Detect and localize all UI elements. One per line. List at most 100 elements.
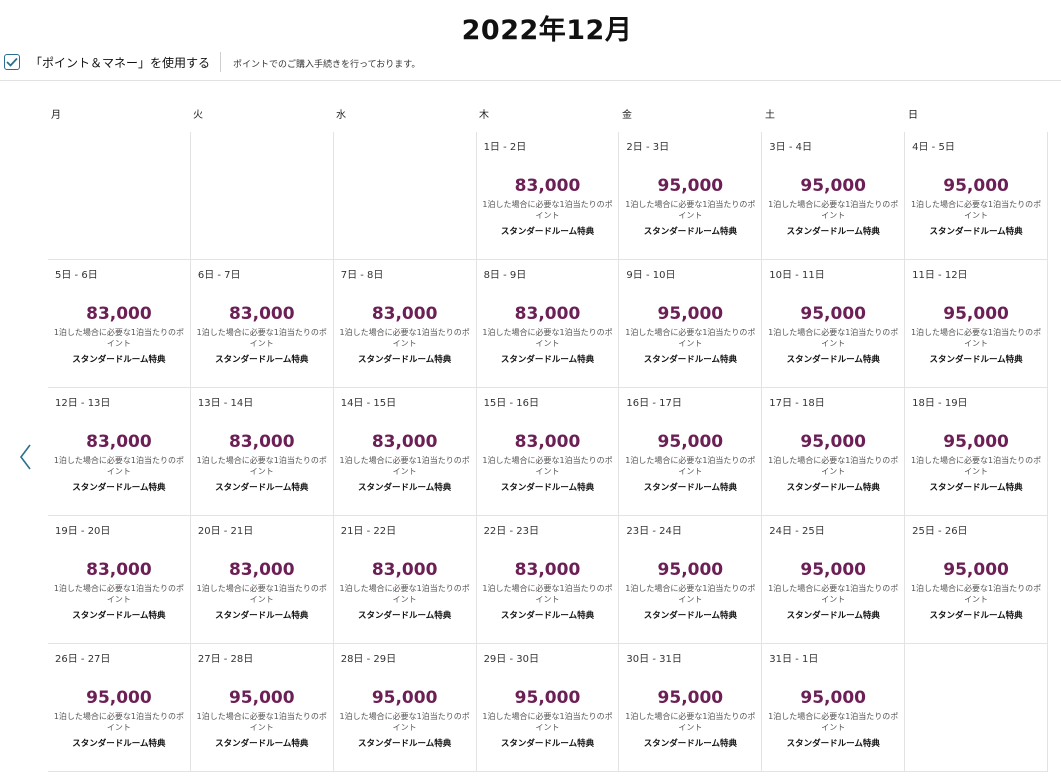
points-note: 1泊した場合に必要な1泊当たりのポイント bbox=[53, 456, 185, 476]
calendar-day-cell[interactable]: 27日 - 28日 95,000 1泊した場合に必要な1泊当たりのポイント スタンダー… bbox=[190, 644, 334, 772]
points-per-night: 95,000 bbox=[86, 688, 152, 708]
room-type-label: スタンダードルーム特典 bbox=[643, 227, 737, 237]
points-per-night: 95,000 bbox=[657, 176, 724, 196]
points-note: 1泊した場合に必要な1泊当たりのポイント bbox=[625, 328, 756, 348]
calendar-day-cell[interactable]: 21日 - 22日 83,000 1泊した場合に必要な1泊当たりのポイント スタンダー… bbox=[333, 516, 477, 644]
points-note: 1泊した場合に必要な1泊当たりのポイント bbox=[768, 200, 899, 220]
calendar-day-cell[interactable]: 14日 - 15日 83,000 1泊した場合に必要な1泊当たりのポイント スタンダー… bbox=[333, 388, 477, 516]
points-per-night: 95,000 bbox=[657, 304, 724, 324]
prev-month-button[interactable] bbox=[16, 442, 36, 472]
stay-date-range: 15日 - 16日 bbox=[483, 398, 539, 409]
calendar-day-cell[interactable]: 26日 - 27日 95,000 1泊した場合に必要な1泊当たりのポイント スタンダー… bbox=[48, 644, 191, 772]
room-type-label: スタンダードルーム特典 bbox=[929, 483, 1023, 493]
calendar-day-cell[interactable]: 7日 - 8日 83,000 1泊した場合に必要な1泊当たりのポイント スタンダードル… bbox=[333, 260, 477, 388]
calendar-day-cell[interactable]: 8日 - 9日 83,000 1泊した場合に必要な1泊当たりのポイント スタンダードル… bbox=[476, 260, 620, 388]
header-divider bbox=[0, 80, 1061, 81]
points-note: 1泊した場合に必要な1泊当たりのポイント bbox=[53, 712, 185, 732]
points-note: 1泊した場合に必要な1泊当たりのポイント bbox=[910, 328, 1042, 348]
points-note: 1泊した場合に必要な1泊当たりのポイント bbox=[196, 584, 327, 604]
weekday-sun: 日 bbox=[908, 110, 918, 121]
calendar-day-cell[interactable]: 10日 - 11日 95,000 1泊した場合に必要な1泊当たりのポイント スタンダー… bbox=[762, 260, 906, 388]
room-type-label: スタンダードルーム特典 bbox=[215, 739, 309, 749]
points-per-night: 95,000 bbox=[657, 560, 724, 580]
calendar-day-cell[interactable]: 18日 - 19日 95,000 1泊した場合に必要な1泊当たりのポイント スタンダー… bbox=[905, 388, 1048, 516]
points-per-night: 95,000 bbox=[514, 688, 581, 708]
calendar-day-cell[interactable]: 20日 - 21日 83,000 1泊した場合に必要な1泊当たりのポイント スタンダー… bbox=[190, 516, 334, 644]
points-per-night: 83,000 bbox=[514, 432, 581, 452]
points-note: 1泊した場合に必要な1泊当たりのポイント bbox=[910, 456, 1042, 476]
calendar-day-cell[interactable]: 15日 - 16日 83,000 1泊した場合に必要な1泊当たりのポイント スタンダー… bbox=[476, 388, 620, 516]
calendar-empty-cell bbox=[333, 132, 477, 260]
calendar-day-cell[interactable]: 1日 - 2日 83,000 1泊した場合に必要な1泊当たりのポイント スタンダードル… bbox=[476, 132, 620, 260]
calendar-empty-cell bbox=[190, 132, 334, 260]
calendar-day-cell[interactable]: 16日 - 17日 95,000 1泊した場合に必要な1泊当たりのポイント スタンダー… bbox=[619, 388, 763, 516]
room-type-label: スタンダードルーム特典 bbox=[215, 355, 309, 365]
points-per-night: 95,000 bbox=[800, 560, 866, 580]
room-type-label: スタンダードルーム特典 bbox=[786, 611, 880, 621]
points-note: 1泊した場合に必要な1泊当たりのポイント bbox=[196, 328, 327, 348]
calendar-day-cell[interactable]: 23日 - 24日 95,000 1泊した場合に必要な1泊当たりのポイント スタンダー… bbox=[619, 516, 763, 644]
points-note: 1泊した場合に必要な1泊当たりのポイント bbox=[196, 712, 327, 732]
points-note: 1泊した場合に必要な1泊当たりのポイント bbox=[482, 328, 613, 348]
stay-date-range: 9日 - 10日 bbox=[626, 270, 676, 281]
calendar-day-cell[interactable]: 9日 - 10日 95,000 1泊した場合に必要な1泊当たりのポイントスタンダード… bbox=[619, 260, 763, 388]
stay-date-range: 24日 - 25日 bbox=[769, 526, 825, 537]
points-per-night: 83,000 bbox=[514, 560, 581, 580]
room-type-label: スタンダードルーム特典 bbox=[786, 355, 880, 365]
calendar-day-cell[interactable]: 19日 - 20日 83,000 1泊した場合に必要な1泊当たりのポイント スタンダー… bbox=[48, 516, 191, 644]
calendar-day-cell[interactable]: 5日 - 6日 83,000 1泊した場合に必要な1泊当たりのポイント スタンダードル… bbox=[48, 260, 191, 388]
weekday-thu: 木 bbox=[479, 110, 489, 121]
room-type-label: スタンダードルーム特典 bbox=[358, 611, 452, 621]
calendar-day-cell[interactable]: 28日 - 29日 95,000 1泊した場合に必要な1泊当たりのポイント スタンダー… bbox=[333, 644, 477, 772]
calendar-day-cell[interactable]: 4日 - 5日 95,000 1泊した場合に必要な1泊当たりのポイント スタンダードル… bbox=[905, 132, 1048, 260]
calendar-day-cell[interactable]: 29日 - 30日 95,000 1泊した場合に必要な1泊当たりのポイント スタンダー… bbox=[476, 644, 620, 772]
weekday-sat: 土 bbox=[765, 110, 775, 121]
room-type-label: スタンダードルーム特典 bbox=[358, 483, 452, 493]
stay-date-range: 13日 - 14日 bbox=[197, 398, 254, 409]
calendar-day-cell[interactable]: 6日 - 7日 83,000 1泊した場合に必要な1泊当たりのポイント スタンダードル… bbox=[190, 260, 334, 388]
points-note: 1泊した場合に必要な1泊当たりのポイント bbox=[482, 584, 613, 604]
points-per-night: 83,000 bbox=[86, 304, 152, 324]
points-note: 1泊した場合に必要な1泊当たりのポイント bbox=[625, 712, 756, 732]
room-type-label: スタンダードルーム特典 bbox=[786, 483, 880, 493]
calendar-day-cell[interactable]: 31日 - 1日 95,000 1泊した場合に必要な1泊当たりのポイント スタンダード… bbox=[762, 644, 906, 772]
calendar-day-cell[interactable]: 22日 - 23日 83,000 1泊した場合に必要な1泊当たりのポイントスタンダー… bbox=[476, 516, 620, 644]
points-note: 1泊した場合に必要な1泊当たりのポイント bbox=[768, 712, 899, 732]
stay-date-range: 5日 - 6日 bbox=[55, 270, 98, 281]
points-per-night: 83,000 bbox=[371, 304, 438, 324]
points-money-checkbox[interactable] bbox=[4, 54, 20, 70]
calendar-day-cell[interactable]: 30日 - 31日 95,000 1泊した場合に必要な1泊当たりのポイント スタンダー… bbox=[619, 644, 763, 772]
room-type-label: スタンダードルーム特典 bbox=[643, 611, 737, 621]
stay-date-range: 22日 - 23日 bbox=[483, 526, 539, 537]
calendar-day-cell[interactable]: 11日 - 12日 95,000 1泊した場合に必要な1泊当たりのポイント スタンダー… bbox=[905, 260, 1048, 388]
points-purchase-note: ポイントでのご購入手続きを行っております。 bbox=[233, 60, 421, 70]
room-type-label: スタンダードルーム特典 bbox=[643, 739, 737, 749]
calendar-day-cell[interactable]: 12日 - 13日 83,000 1泊した場合に必要な1泊当たりのポイント スタンダー… bbox=[48, 388, 191, 516]
points-per-night: 95,000 bbox=[800, 432, 866, 452]
calendar-day-cell[interactable]: 3日 - 4日 95,000 1泊した場合に必要な1泊当たりのポイント スタンダードル… bbox=[762, 132, 906, 260]
points-money-toggle[interactable]: 「ポイント＆マネー」を使用する ポイントでのご購入手続きを行っております。 bbox=[4, 50, 420, 74]
points-money-label[interactable]: 「ポイント＆マネー」を使用する bbox=[30, 55, 211, 70]
points-per-night: 83,000 bbox=[228, 304, 295, 324]
room-type-label: スタンダードルーム特典 bbox=[72, 739, 166, 749]
points-per-night: 95,000 bbox=[800, 176, 866, 196]
points-note: 1泊した場合に必要な1泊当たりのポイント bbox=[482, 456, 613, 476]
calendar-day-cell[interactable]: 2日 - 3日 95,000 1泊した場合に必要な1泊当たりのポイント スタンダードル… bbox=[619, 132, 763, 260]
stay-date-range: 29日 - 30日 bbox=[483, 654, 539, 665]
calendar-day-cell[interactable]: 25日 - 26日 95,000 1泊した場合に必要な1泊当たりのポイント スタンダー… bbox=[905, 516, 1048, 644]
points-per-night: 95,000 bbox=[943, 560, 1009, 580]
calendar-day-cell[interactable]: 17日 - 18日 95,000 1泊した場合に必要な1泊当たりのポイント スタンダー… bbox=[762, 388, 906, 516]
room-type-label: スタンダードルーム特典 bbox=[72, 611, 166, 621]
weekday-mon: 月 bbox=[51, 110, 61, 121]
points-per-night: 83,000 bbox=[514, 304, 581, 324]
room-type-label: スタンダードルーム特典 bbox=[500, 611, 595, 621]
points-per-night: 95,000 bbox=[800, 688, 866, 708]
weekday-header: 月 火 水 木 金 土 日 bbox=[48, 106, 1048, 126]
points-per-night: 95,000 bbox=[943, 176, 1009, 196]
calendar-day-cell[interactable]: 13日 - 14日 83,000 1泊した場合に必要な1泊当たりのポイント スタンダー… bbox=[190, 388, 334, 516]
points-note: 1泊した場合に必要な1泊当たりのポイント bbox=[53, 328, 185, 348]
points-note: 1泊した場合に必要な1泊当たりのポイント bbox=[625, 200, 756, 220]
calendar-day-cell[interactable]: 24日 - 25日 95,000 1泊した場合に必要な1泊当たりのポイント スタンダー… bbox=[762, 516, 906, 644]
room-type-label: スタンダードルーム特典 bbox=[643, 355, 737, 365]
points-note: 1泊した場合に必要な1泊当たりのポイント bbox=[482, 200, 613, 220]
